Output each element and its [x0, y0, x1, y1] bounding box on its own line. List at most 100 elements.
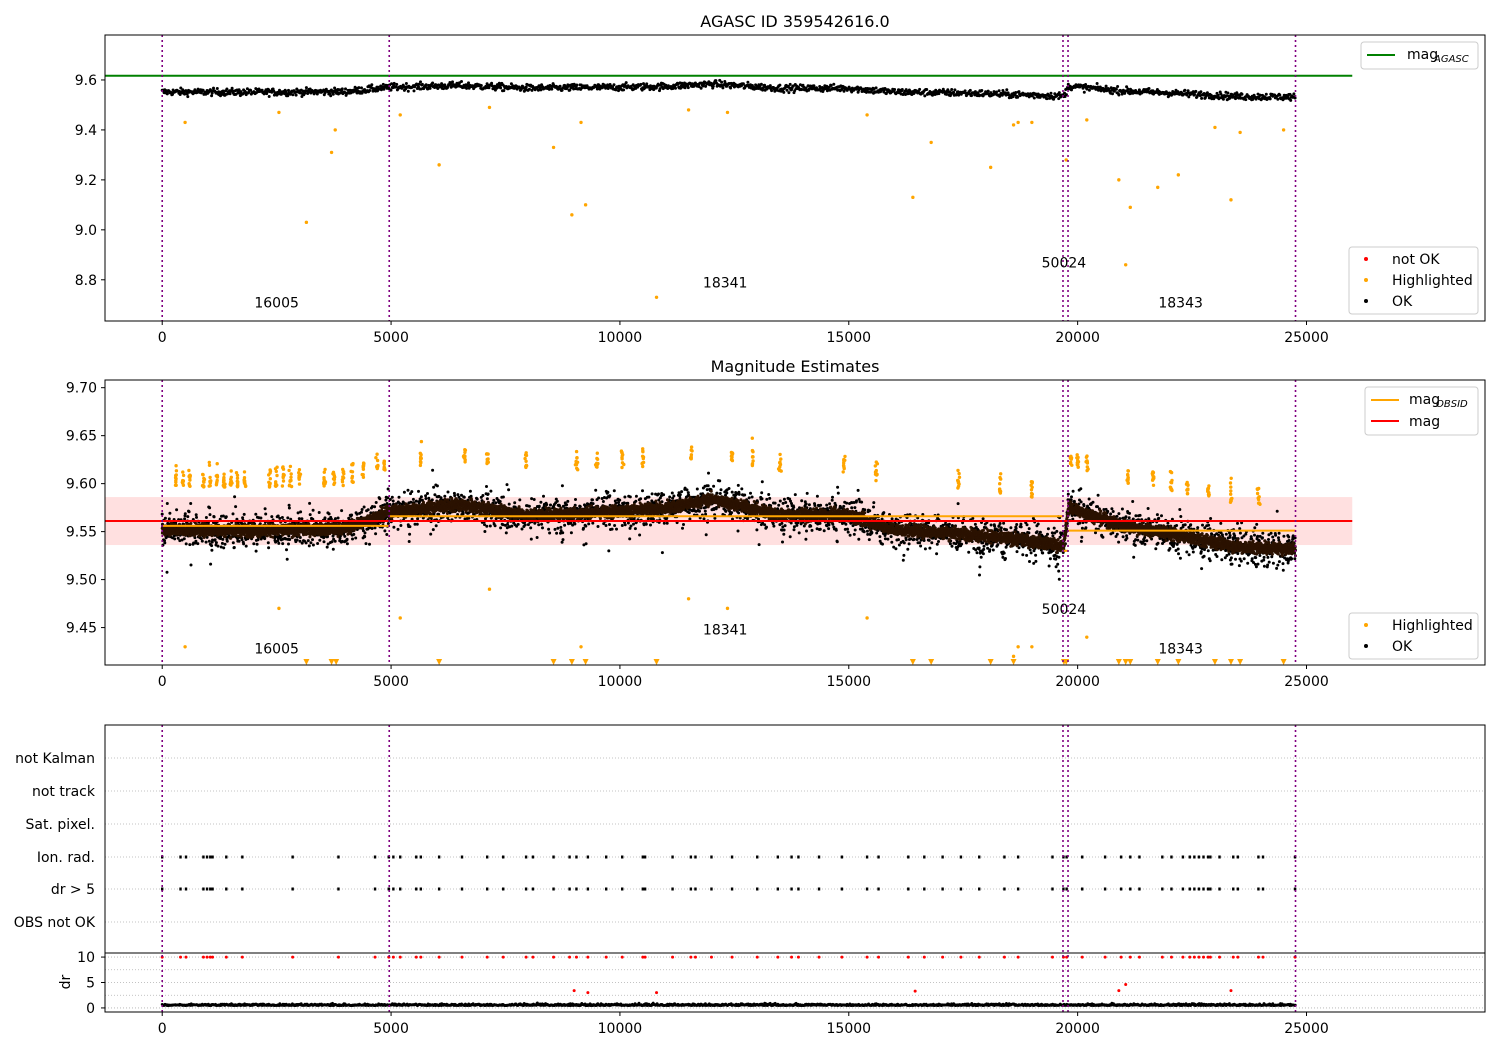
ok-point	[297, 517, 301, 521]
ok-point	[545, 503, 549, 507]
ok-point	[537, 504, 541, 508]
ok-point	[308, 501, 312, 505]
ok-point	[558, 84, 562, 88]
ok-point	[853, 506, 857, 510]
ok-point	[1032, 96, 1036, 100]
ok-point	[244, 544, 248, 548]
ok-point	[989, 523, 993, 527]
ok-point	[997, 89, 1001, 93]
ok-point	[747, 496, 751, 500]
ok-point	[665, 521, 669, 525]
ok-point	[212, 515, 216, 519]
ok-point	[852, 532, 856, 536]
ok-point	[331, 92, 335, 96]
series-points	[160, 78, 1297, 299]
ok-point	[485, 524, 489, 528]
ok-point	[406, 488, 410, 492]
ok-point	[264, 512, 268, 516]
ok-point	[183, 512, 187, 516]
ok-point	[863, 508, 867, 512]
ok-point	[687, 511, 691, 515]
ok-point	[260, 88, 264, 92]
ok-point	[831, 495, 834, 499]
ok-point	[725, 491, 729, 495]
ok-point	[660, 551, 664, 555]
ok-point	[439, 496, 443, 500]
ok-point	[639, 82, 643, 86]
ok-point	[287, 503, 291, 507]
ok-point	[322, 540, 326, 544]
ok-point	[706, 484, 710, 488]
ok-point	[316, 542, 320, 545]
ok-point	[1289, 98, 1293, 102]
ok-point	[1127, 516, 1131, 520]
ok-point	[424, 497, 428, 500]
ok-point	[555, 499, 559, 503]
ok-point	[237, 539, 241, 543]
ok-point	[175, 508, 179, 512]
ok-point	[902, 553, 906, 557]
ok-point	[1104, 84, 1108, 88]
ok-point	[918, 541, 922, 545]
ok-point	[809, 524, 813, 528]
ok-point	[287, 506, 291, 510]
ok-point	[737, 492, 741, 496]
ok-point	[1146, 507, 1150, 510]
ok-point	[1079, 487, 1083, 491]
ok-point	[392, 525, 396, 529]
ok-point	[469, 494, 473, 498]
ok-point	[565, 503, 569, 507]
y-tick-label: 9.2	[75, 173, 97, 189]
ok-point	[1060, 531, 1064, 535]
ok-point	[527, 87, 531, 91]
ok-point	[1117, 93, 1121, 97]
ok-point	[995, 90, 998, 94]
ok-point	[242, 542, 246, 546]
panel-magnitude-estimates: Magnitude Estimates 16005183415002418343…	[66, 357, 1486, 690]
ok-point	[704, 533, 708, 537]
ok-point	[385, 533, 389, 536]
ok-point	[672, 494, 676, 498]
ok-point	[629, 524, 633, 528]
ok-point	[374, 532, 378, 536]
ok-point	[230, 86, 234, 90]
ok-point	[1096, 493, 1100, 497]
ok-point	[1120, 507, 1124, 511]
ok-point	[362, 505, 366, 509]
ok-point	[923, 547, 927, 551]
ok-point	[504, 531, 508, 535]
ok-point	[330, 540, 334, 544]
y-tick-label: 8.8	[75, 273, 97, 289]
ok-point	[1005, 528, 1008, 532]
ok-point	[505, 483, 509, 487]
ok-point	[781, 540, 784, 544]
ok-point	[344, 87, 347, 91]
ok-point	[165, 570, 169, 574]
ok-point	[829, 84, 833, 87]
ok-point	[1017, 90, 1021, 94]
ok-point	[535, 536, 539, 539]
ok-point	[529, 526, 533, 530]
ok-point	[628, 537, 632, 541]
highlighted-point	[1281, 128, 1286, 132]
ok-point	[183, 92, 187, 96]
ok-point	[1041, 551, 1045, 555]
ok-point	[368, 89, 372, 92]
ok-point	[402, 490, 406, 494]
ok-point	[431, 528, 435, 532]
ok-point	[633, 527, 637, 531]
ok-point	[610, 527, 614, 531]
ok-point	[846, 530, 850, 534]
ok-point	[487, 86, 491, 90]
highlighted-point	[437, 163, 441, 167]
x-tick-label: 15000	[827, 330, 872, 346]
ok-point	[795, 523, 799, 527]
ok-point	[221, 537, 225, 541]
ok-point	[242, 512, 246, 516]
ok-point	[788, 535, 792, 539]
ok-point	[1021, 553, 1025, 557]
ok-point	[767, 493, 771, 496]
ok-point	[1109, 512, 1113, 516]
ok-point	[245, 87, 249, 91]
